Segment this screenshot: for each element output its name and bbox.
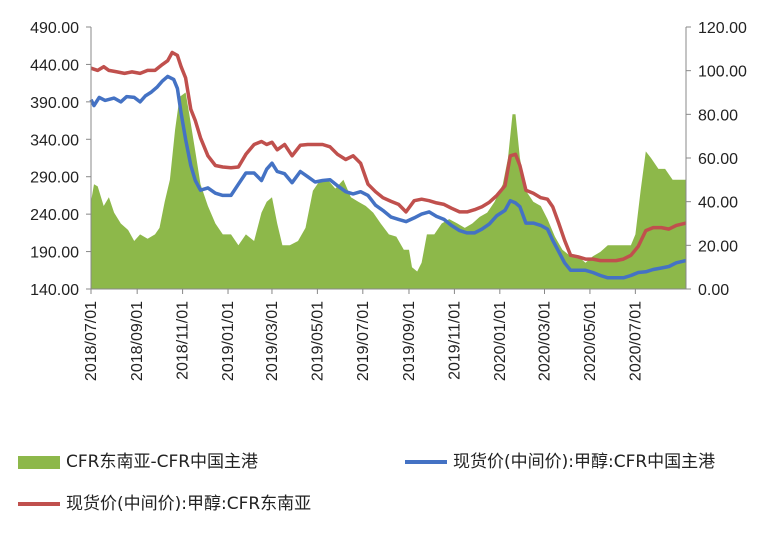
legend-label-spread: CFR东南亚-CFR中国主港 (66, 452, 259, 472)
legend-swatch-china (405, 460, 447, 464)
x-tick-label: 2019/01/01 (220, 301, 237, 381)
right-y-tick-label: 120.00 (698, 20, 747, 37)
legend-swatch-spread (18, 455, 60, 469)
left-y-tick-label: 240.00 (30, 207, 79, 224)
legend-item-sea: 现货价(中间价):甲醇:CFR东南亚 (18, 489, 311, 514)
x-tick-label: 2020/05/01 (582, 301, 599, 381)
line-series-layer (89, 50, 687, 280)
axes-layer: 140.00 190.00 240.00 290.00 340.00 390.00 440.… (30, 20, 747, 381)
legend-item-china: 现货价(中间价):甲醇:CFR中国主港 (405, 447, 715, 472)
area-series-0 (91, 92, 686, 289)
legend-swatch-sea (18, 502, 60, 506)
x-tick-label: 2019/11/01 (446, 301, 463, 380)
legend-label-china: 现货价(中间价):甲醇:CFR中国主港 (453, 452, 716, 472)
left-y-tick-label: 390.00 (30, 95, 79, 112)
right-y-tick-label: 60.00 (698, 151, 738, 168)
right-y-tick-label: 40.00 (698, 195, 738, 212)
x-tick-label: 2020/03/01 (537, 301, 554, 381)
left-y-tick-label: 290.00 (30, 170, 79, 187)
x-tick-label: 2019/09/01 (401, 301, 418, 381)
left-y-tick-label: 440.00 (30, 57, 79, 74)
area-series-layer (91, 92, 686, 289)
right-y-tick-label: 0.00 (698, 282, 729, 299)
legend-label-sea: 现货价(中间价):甲醇:CFR东南亚 (66, 494, 312, 514)
x-tick-label: 2019/07/01 (355, 301, 372, 381)
x-tick-label: 2018/07/01 (83, 301, 100, 381)
x-tick-label: 2019/05/01 (309, 301, 326, 381)
right-y-tick-label: 20.00 (698, 238, 738, 255)
left-y-tick-label: 340.00 (30, 132, 79, 149)
x-tick-label: 2019/03/01 (264, 301, 281, 381)
line-series-2 (90, 50, 687, 263)
left-y-tick-label: 490.00 (30, 20, 79, 37)
legend-item-spread: CFR东南亚-CFR中国主港 (18, 447, 258, 472)
right-y-tick-label: 80.00 (698, 107, 738, 124)
line-series-1 (89, 74, 687, 280)
left-y-tick-label: 190.00 (30, 245, 79, 262)
left-y-tick-label: 140.00 (30, 282, 79, 299)
x-tick-label: 2018/11/01 (175, 301, 192, 380)
x-tick-label: 2018/09/01 (129, 301, 146, 381)
right-y-tick-label: 100.00 (698, 64, 747, 81)
x-tick-label: 2020/01/01 (492, 301, 509, 381)
x-tick-label: 2020/07/01 (627, 301, 644, 381)
